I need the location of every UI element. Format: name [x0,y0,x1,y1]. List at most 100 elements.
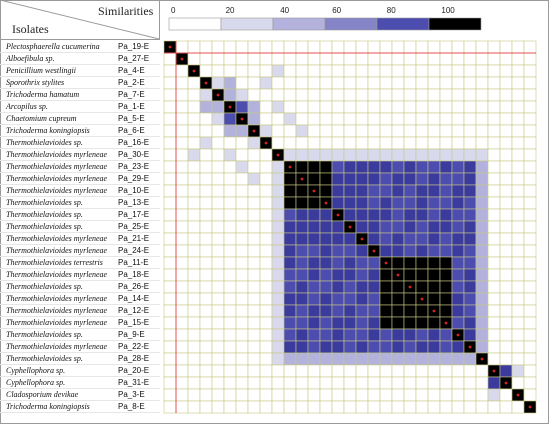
similarity-cell [319,232,333,246]
similarity-cell [427,244,441,258]
similarity-cell [175,88,189,102]
similarity-cell [307,148,321,162]
diagonal-marker [192,69,196,73]
similarity-cell [259,208,273,222]
similarity-cell [247,376,261,390]
row-separator [0,316,160,317]
similarity-cell [511,52,525,66]
diagonal-marker [420,297,424,301]
similarity-cell [295,400,309,414]
similarity-cell [451,304,465,318]
similarity-cell [271,100,285,114]
similarity-cell [367,232,381,246]
row-label: Arcopilus sp. Pa_1-E [0,101,160,113]
similarity-cell [247,388,261,402]
similarity-cell [355,196,369,210]
similarity-cell [343,304,357,318]
similarity-cell [415,352,429,366]
similarity-cell [475,76,489,90]
similarity-cell [211,232,225,246]
similarity-cell [343,196,357,210]
isolate-name: Thermothielavioides myrleneae [6,246,108,255]
similarity-cell [331,244,345,258]
similarity-cell [175,76,189,90]
similarity-cell [343,76,357,90]
similarity-cell [403,64,417,78]
similarity-cell [175,328,189,342]
similarity-cell [331,184,345,198]
similarity-cell [463,76,477,90]
similarity-cell [319,220,333,234]
similarity-cell [511,268,525,282]
row-label: Thermothielavioides myrleneae Pa_22-E [0,341,160,353]
row-label: Thermothielavioides sp. Pa_16-E [0,137,160,149]
similarity-cell [487,280,501,294]
similarity-cell [295,196,309,210]
similarity-cell [283,172,297,186]
similarity-cell [463,172,477,186]
similarity-cell [199,280,213,294]
similarity-cell [463,220,477,234]
similarity-cell [235,304,249,318]
isolate-name: Thermothielavioides sp. [6,282,83,291]
similarity-cell [331,220,345,234]
similarity-cell [259,76,273,90]
similarity-cell [271,292,285,306]
similarity-cell [523,40,537,54]
similarity-cell [391,388,405,402]
similarity-cell [427,316,441,330]
similarity-cell [511,148,525,162]
similarity-cell [463,160,477,174]
similarity-cell [451,280,465,294]
similarity-cell [331,388,345,402]
diagonal-marker [444,321,448,325]
similarity-cell [415,220,429,234]
similarity-cell [259,400,273,414]
similarity-cell [415,244,429,258]
similarity-cell [499,52,513,66]
similarity-cell [391,124,405,138]
similarity-cell [199,208,213,222]
similarity-cell [307,388,321,402]
similarity-cell [163,220,177,234]
similarity-cell [283,100,297,114]
similarity-cell [223,88,237,102]
similarity-cell [187,124,201,138]
similarity-cell [403,328,417,342]
similarity-cell [271,256,285,270]
similarity-cell [379,328,393,342]
similarity-cell [391,316,405,330]
similarity-cell [415,256,429,270]
similarity-cell [415,400,429,414]
similarity-cell [175,340,189,354]
similarity-cell [223,52,237,66]
similarity-cell [319,148,333,162]
similarity-cell [475,40,489,54]
diagonal-marker [348,225,352,229]
similarity-cell [295,160,309,174]
similarity-cell [247,52,261,66]
similarity-cell [235,316,249,330]
similarity-cell [163,124,177,138]
similarity-cell [487,232,501,246]
similarity-cell [475,376,489,390]
similarity-cell [439,268,453,282]
similarity-cell [259,244,273,258]
similarity-cell [199,232,213,246]
row-label: Cyphellophora sp. Pa_20-E [0,365,160,377]
similarity-cell [439,160,453,174]
similarity-cell [343,400,357,414]
similarity-cell [235,328,249,342]
similarity-cell [523,328,537,342]
similarity-cell [511,136,525,150]
similarity-cell [247,136,261,150]
similarity-cell [343,256,357,270]
isolate-name: Arcopilus sp. [6,102,48,111]
similarity-cell [343,352,357,366]
similarity-cell [451,196,465,210]
isolate-code: Pa_30-E [118,150,150,159]
header-panel: Isolates Similarities [0,0,160,40]
similarity-cell [379,112,393,126]
similarity-cell [307,352,321,366]
similarity-cell [271,304,285,318]
